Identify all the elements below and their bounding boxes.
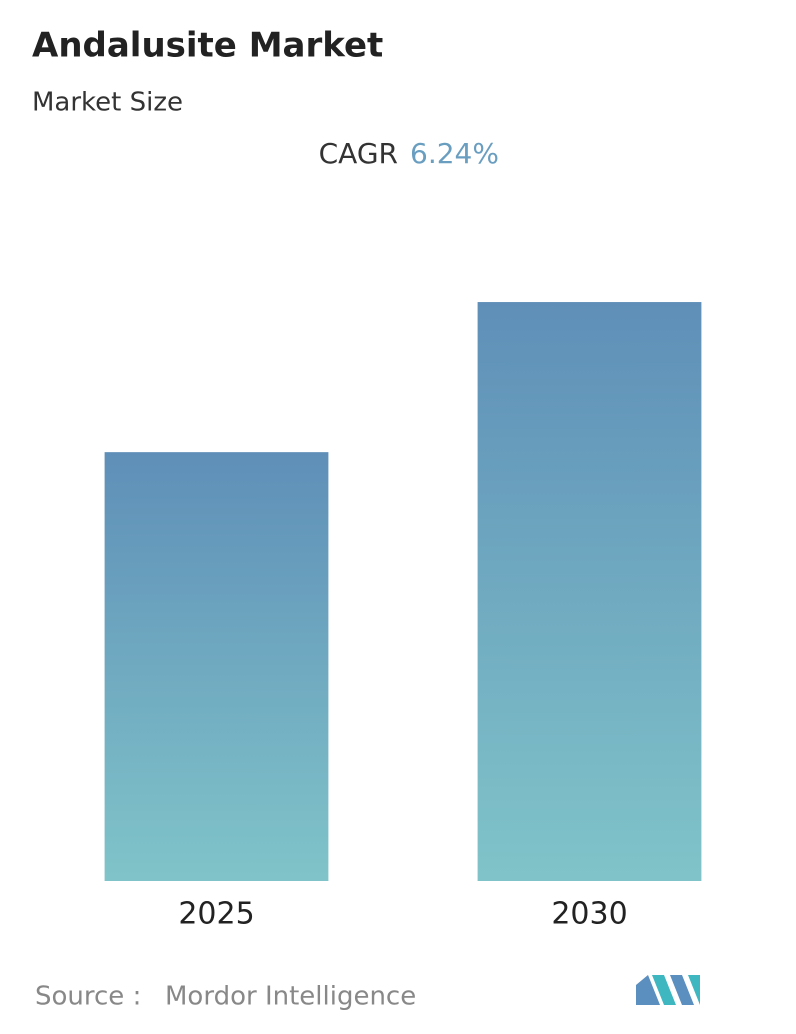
x-tick-label: 2025 [178, 897, 254, 932]
chart-title: Andalusite Market [32, 26, 383, 66]
bar [104, 452, 329, 881]
source-label: Source : [35, 982, 141, 1012]
cagr-label: CAGR [319, 137, 398, 170]
chart-subtitle: Market Size [32, 88, 183, 118]
bar [477, 302, 702, 881]
logo [636, 975, 700, 1005]
source: Mordor Intelligence [165, 982, 416, 1012]
x-tick-label: 2030 [551, 897, 627, 932]
cagr-value: 6.24% [410, 137, 499, 170]
